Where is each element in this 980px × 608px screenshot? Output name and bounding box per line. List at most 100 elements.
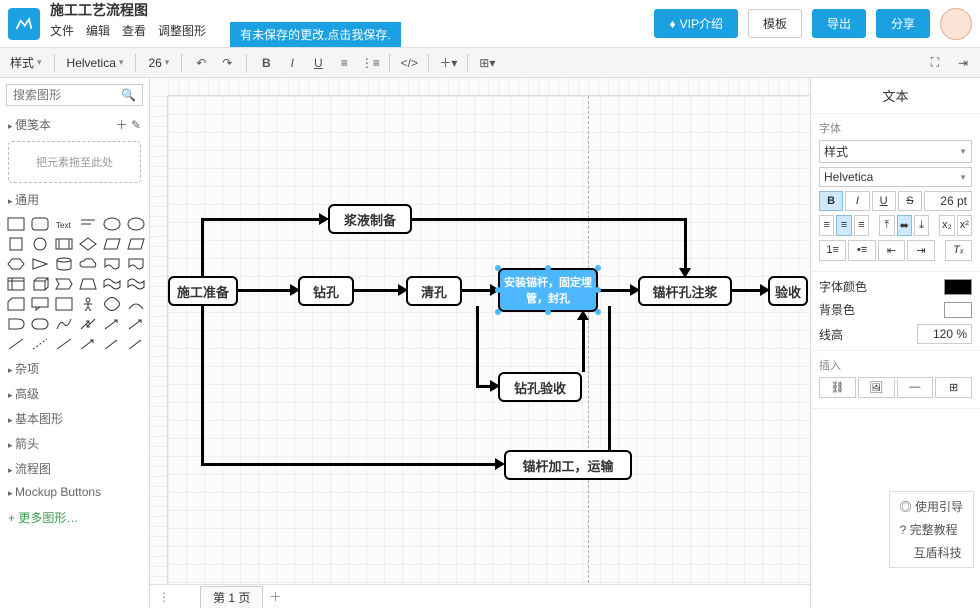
selection-handle[interactable] — [595, 309, 601, 315]
insert-table-button[interactable]: ⊞ — [935, 377, 972, 398]
flow-node-selected[interactable]: 安装锚杆，固定埋管，封孔 — [498, 268, 598, 312]
more-shapes[interactable]: + 更多图形… — [0, 503, 149, 532]
shape-line2[interactable] — [54, 336, 74, 352]
help-company[interactable]: 互盾科技 — [900, 544, 963, 561]
shape-process[interactable] — [54, 236, 74, 252]
valign-bottom-button[interactable]: ⤓ — [914, 215, 929, 236]
advanced-header[interactable]: 高级 — [0, 381, 149, 406]
add-page-button[interactable]: ＋ — [267, 588, 283, 605]
shape-data[interactable] — [30, 316, 50, 332]
app-logo[interactable] — [8, 8, 40, 40]
list-icon[interactable]: ⋮≡ — [359, 52, 381, 74]
indent-more-button[interactable]: ⇥ — [907, 240, 934, 261]
shape-or[interactable] — [102, 296, 122, 312]
shape-arrow2[interactable] — [126, 316, 146, 332]
underline-button[interactable]: U — [872, 191, 896, 211]
canvas[interactable]: 施工准备 浆液制备 钻孔 清孔 安装锚杆，固定埋管，封孔 锚杆孔注浆 验收 钻孔… — [168, 96, 810, 608]
strike-button[interactable]: S — [898, 191, 922, 211]
shape-trapezoid[interactable] — [78, 276, 98, 292]
template-button[interactable]: 模板 — [748, 9, 802, 38]
shape-actor[interactable] — [78, 296, 98, 312]
font-color-swatch[interactable] — [944, 279, 972, 295]
shape-connector2[interactable] — [126, 336, 146, 352]
add-icon[interactable]: ＋▾ — [437, 52, 459, 74]
selection-handle[interactable] — [595, 265, 601, 271]
shape-arrow3[interactable] — [78, 336, 98, 352]
flow-node[interactable]: 清孔 — [406, 276, 462, 306]
font-size-input[interactable]: 26 pt — [924, 191, 972, 211]
underline-icon[interactable]: U — [307, 52, 329, 74]
shape-dashed[interactable] — [30, 336, 50, 352]
user-avatar[interactable] — [940, 8, 972, 40]
shape-connector[interactable] — [102, 336, 122, 352]
document-title[interactable]: 施工工艺流程图 — [50, 0, 401, 20]
save-notice[interactable]: 有未保存的更改,点击我保存. — [230, 22, 401, 47]
table-icon[interactable]: ⊞▾ — [476, 52, 498, 74]
align-icon[interactable]: ≡ — [333, 52, 355, 74]
size-select[interactable]: 26 — [144, 54, 173, 72]
shape-hexagon[interactable] — [6, 256, 26, 272]
indent-less-button[interactable]: ⇤ — [878, 240, 905, 261]
shape-ellipse[interactable] — [102, 216, 122, 232]
selection-handle[interactable] — [495, 309, 501, 315]
shape-tape2[interactable] — [126, 276, 146, 292]
bold-button[interactable]: B — [819, 191, 843, 211]
shape-biarrow[interactable] — [78, 316, 98, 332]
flow-node[interactable]: 验收 — [768, 276, 808, 306]
selection-handle[interactable] — [545, 265, 551, 271]
shape-and[interactable] — [6, 316, 26, 332]
general-header[interactable]: 通用 — [0, 187, 149, 212]
flowchart-header[interactable]: 流程图 — [0, 456, 149, 481]
shape-ellipse2[interactable] — [126, 216, 146, 232]
help-guide[interactable]: ◎ 使用引导 — [900, 498, 963, 515]
style-select[interactable]: 样式 — [6, 52, 46, 73]
shape-heading[interactable] — [78, 216, 98, 232]
shape-line[interactable] — [6, 336, 26, 352]
flow-node[interactable]: 钻孔验收 — [498, 372, 582, 402]
italic-button[interactable]: I — [845, 191, 869, 211]
search-icon[interactable]: 🔍 — [121, 88, 136, 102]
flow-node[interactable]: 钻孔 — [298, 276, 354, 306]
pages-menu-icon[interactable]: ⋮ — [158, 590, 170, 604]
insert-link-button[interactable]: ⛓ — [819, 377, 856, 398]
insert-image-button[interactable]: 🖼 — [858, 377, 895, 398]
shape-square[interactable] — [6, 236, 26, 252]
shape-roundrect[interactable] — [30, 216, 50, 232]
shape-triangle[interactable] — [30, 256, 50, 272]
valign-top-button[interactable]: ⤒ — [879, 215, 894, 236]
selection-handle[interactable] — [495, 287, 501, 293]
shape-parallelogram[interactable] — [102, 236, 122, 252]
arrows-header[interactable]: 箭头 — [0, 431, 149, 456]
menu-file[interactable]: 文件 — [50, 22, 74, 47]
shape-step[interactable] — [54, 276, 74, 292]
flow-node[interactable]: 锚杆孔注浆 — [638, 276, 732, 306]
selection-handle[interactable] — [595, 287, 601, 293]
style-dropdown[interactable]: 样式 — [819, 140, 972, 163]
misc-header[interactable]: 杂项 — [0, 356, 149, 381]
shape-curve2[interactable] — [54, 316, 74, 332]
shape-parallelogram2[interactable] — [126, 236, 146, 252]
list-numbered-button[interactable]: 1≡ — [819, 240, 846, 261]
align-left-button[interactable]: ≡ — [819, 215, 834, 236]
shape-internal[interactable] — [6, 276, 26, 292]
shape-curve[interactable] — [126, 296, 146, 312]
fullscreen-icon[interactable]: ⛶ — [924, 52, 946, 74]
vip-button[interactable]: VIP介绍 — [654, 9, 737, 38]
font-dropdown[interactable]: Helvetica — [819, 167, 972, 187]
menu-edit[interactable]: 编辑 — [86, 22, 110, 47]
line-height-input[interactable]: 120 % — [917, 324, 972, 344]
mockup-header[interactable]: Mockup Buttons — [0, 481, 149, 503]
font-select[interactable]: Helvetica — [63, 54, 128, 72]
help-tutorial[interactable]: ? 完整教程 — [900, 521, 963, 538]
flow-node[interactable]: 浆液制备 — [328, 204, 412, 234]
selection-handle[interactable] — [545, 309, 551, 315]
shape-note[interactable] — [54, 296, 74, 312]
shape-cloud[interactable] — [78, 256, 98, 272]
scratchpad-header[interactable]: 便笺本 ＋ ✎ — [0, 112, 149, 137]
align-center-button[interactable]: ≡ — [836, 215, 851, 236]
shape-document[interactable] — [102, 256, 122, 272]
shape-cube[interactable] — [30, 276, 50, 292]
italic-icon[interactable]: I — [281, 52, 303, 74]
selection-handle[interactable] — [495, 265, 501, 271]
superscript-button[interactable]: x₂ — [939, 215, 954, 236]
